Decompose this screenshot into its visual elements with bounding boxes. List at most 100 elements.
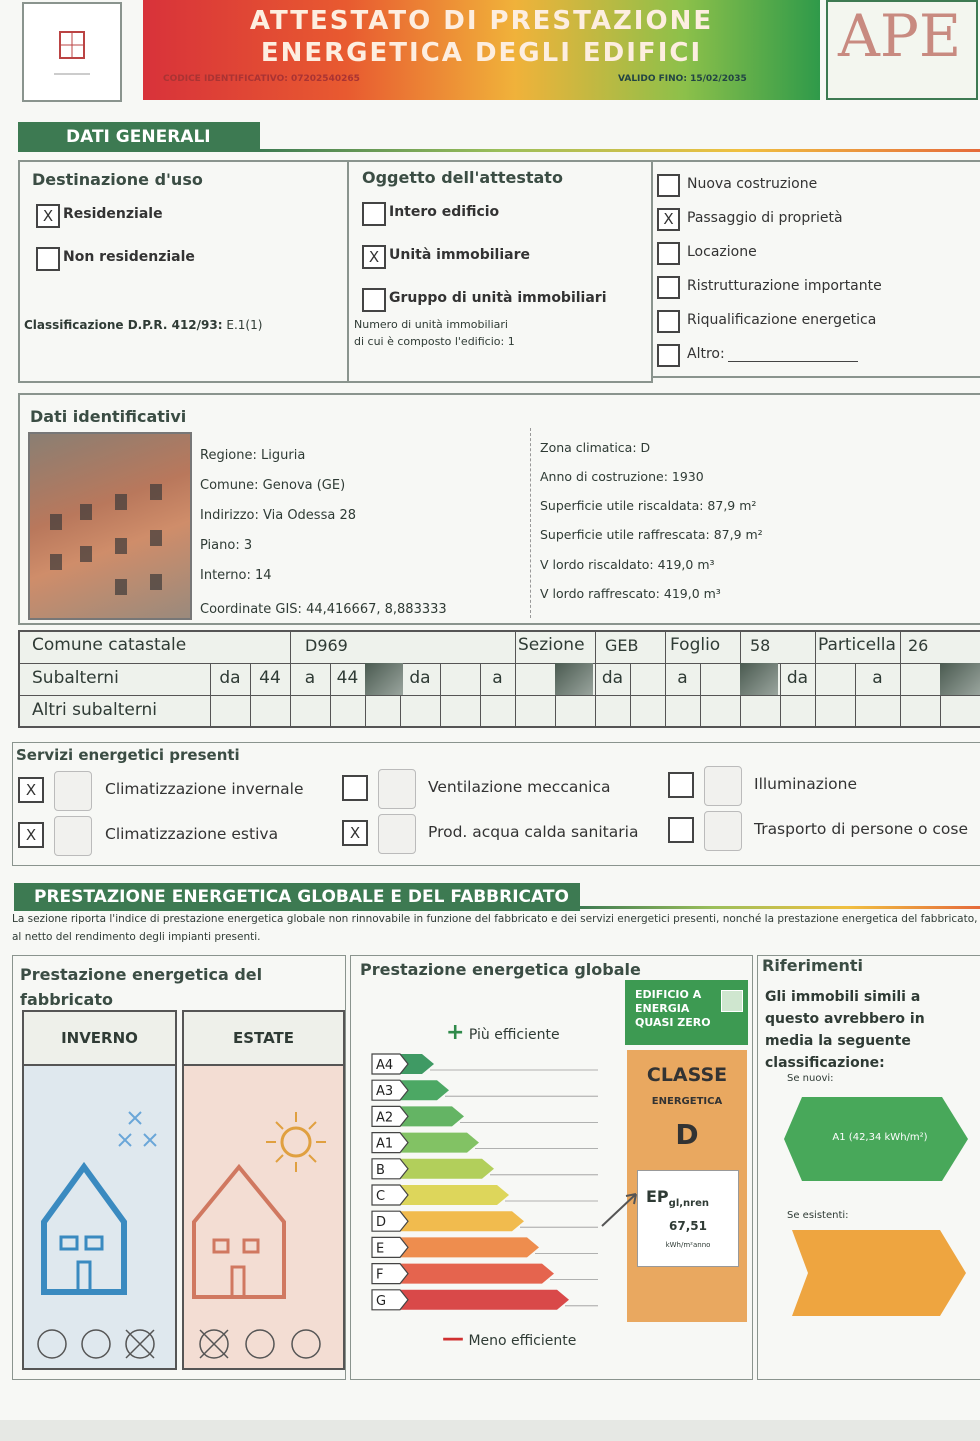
col-line <box>815 662 816 728</box>
service-icon <box>54 771 92 811</box>
checkbox <box>657 310 680 333</box>
col-line <box>480 662 481 728</box>
checkbox <box>668 772 694 798</box>
building-photo <box>28 432 192 620</box>
cell-value: 58 <box>750 636 771 655</box>
check-mark: X <box>25 826 37 844</box>
id-field: V lordo riscaldato: 419,0 m³ <box>540 557 715 572</box>
option-label: Unità immobiliare <box>389 247 531 263</box>
col-line <box>900 662 901 728</box>
col-line <box>855 662 856 728</box>
class-arrow <box>372 1211 524 1232</box>
cell-label: Sezione <box>518 635 585 655</box>
summer-label: ESTATE <box>184 1012 343 1066</box>
checkbox <box>657 276 680 299</box>
class-label: CLASSE <box>646 1064 728 1086</box>
references-box <box>757 955 980 1380</box>
summer-illustration <box>192 1112 326 1359</box>
heading: Oggetto dell'attestato <box>362 168 563 187</box>
class-tab <box>371 1210 409 1232</box>
note: Numero di unità immobiliari <box>354 318 508 331</box>
code: CODICE IDENTIFICATIVO: 07202540265 <box>163 74 360 84</box>
class-tab <box>371 1079 409 1101</box>
cell-label: Comune catastale <box>32 635 187 655</box>
heading: Prestazione energetica globale <box>360 960 641 979</box>
col-line <box>555 662 556 728</box>
summer-panel: ESTATE <box>182 1010 345 1370</box>
service-icon <box>704 811 742 851</box>
header-banner: ATTESTATO DI PRESTAZIONE ENERGETICA DEGL… <box>143 0 820 100</box>
separator <box>530 428 531 618</box>
crest <box>54 31 90 75</box>
col-line <box>210 662 211 728</box>
id-field: Superficie utile riscaldata: 87,9 m² <box>540 498 757 513</box>
check-mark: X <box>663 210 674 228</box>
ape-text: APE <box>838 2 962 70</box>
service-icon <box>704 766 742 806</box>
col-line <box>780 662 781 728</box>
id-field: Superficie utile raffrescata: 87,9 m² <box>540 527 763 542</box>
class-tab <box>371 1105 409 1127</box>
description: La sezione riporta l'indice di prestazio… <box>12 913 978 943</box>
heading: Prestazione energetica del fabbricato <box>20 965 263 1009</box>
heading: Dati identificativi <box>30 407 187 426</box>
cell-label: Foglio <box>670 635 721 655</box>
option-label: Ventilazione meccanica <box>428 778 611 796</box>
class-tab <box>371 1053 409 1075</box>
checkbox <box>668 817 694 843</box>
heading: Riferimenti <box>762 956 864 975</box>
note: di cui è composto l'edificio: 1 <box>354 335 515 348</box>
option-label: Non residenziale <box>63 249 195 265</box>
valid-until: VALIDO FINO: 15/02/2035 <box>618 74 747 84</box>
checkbox <box>342 775 368 801</box>
title-line: ATTESTATO DI PRESTAZIONE <box>249 6 714 36</box>
class-tab <box>371 1158 409 1180</box>
class-label: A2 <box>376 1110 393 1125</box>
col-line <box>290 630 291 663</box>
photo-windows <box>50 484 162 595</box>
class-value: D <box>675 1118 699 1151</box>
service-icon <box>378 814 416 854</box>
check-mark: X <box>349 824 361 842</box>
class-tab <box>371 1184 409 1206</box>
title-line: ENERGETICA DEGLI EDIFICI <box>260 38 703 68</box>
plus-icon: + <box>446 1020 465 1045</box>
shaded-cell <box>365 662 403 695</box>
cell-value: 44 <box>336 667 359 688</box>
class-arrow <box>372 1263 554 1284</box>
option-label: Residenziale <box>63 206 163 222</box>
option-label: Locazione <box>687 244 757 260</box>
cell-value: 26 <box>908 636 929 655</box>
id-field: Piano: 3 <box>200 538 253 553</box>
cadastre-table <box>18 630 980 728</box>
cell-value: a <box>677 667 688 688</box>
col-line <box>740 630 741 663</box>
row-line <box>18 662 980 664</box>
col-line <box>250 662 251 728</box>
object-box <box>347 160 653 383</box>
cell-value: a <box>492 667 503 688</box>
winter-panel: INVERNO <box>22 1010 177 1370</box>
blank-line <box>728 361 858 362</box>
class-label: D <box>376 1215 386 1230</box>
id-field: Zona climatica: D <box>540 440 651 455</box>
check-mark: X <box>42 207 54 225</box>
cell-value: a <box>304 667 316 688</box>
class-label: A1 <box>376 1137 393 1152</box>
class-label: F <box>376 1268 383 1283</box>
value: E.1(1) <box>226 318 263 332</box>
row-line <box>18 695 980 696</box>
class-label: G <box>376 1294 386 1309</box>
col-line <box>940 662 941 728</box>
id-field: Regione: Liguria <box>200 448 306 463</box>
cell-value: da <box>601 667 624 688</box>
divider <box>260 149 980 152</box>
less-efficient: — Meno efficiente <box>442 1326 576 1351</box>
reason-box <box>651 160 980 378</box>
ape-logo: APE <box>826 0 978 100</box>
col-line <box>515 630 516 663</box>
